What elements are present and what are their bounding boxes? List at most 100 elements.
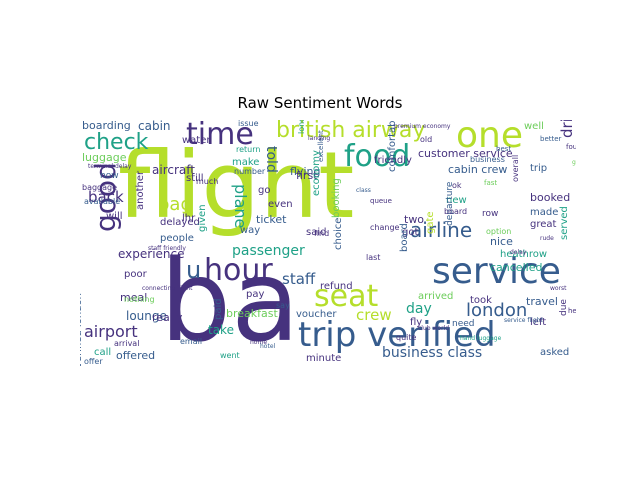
cloud-word: drink bbox=[558, 120, 576, 138]
cloud-word: u bbox=[186, 256, 202, 284]
cloud-word: rude bbox=[540, 235, 554, 242]
cloud-word: cabin crew bbox=[448, 163, 508, 176]
cloud-word: gave bbox=[572, 159, 576, 166]
cloud-word: issue bbox=[238, 120, 259, 128]
cloud-word: refund bbox=[320, 281, 353, 292]
cloud-word: really bbox=[152, 311, 183, 324]
cloud-word: available bbox=[84, 197, 121, 206]
cloud-word: find bbox=[314, 229, 330, 238]
cloud-word: hotel bbox=[260, 343, 276, 350]
cloud-word: customer service bbox=[418, 147, 513, 160]
cloud-word: lounge bbox=[126, 309, 167, 323]
cloud-word: ba bbox=[160, 237, 300, 367]
cloud-word: made bbox=[530, 207, 559, 218]
cloud-word: booked bbox=[530, 191, 571, 204]
cloud-word: paid bbox=[213, 298, 224, 320]
cloud-word: business class bbox=[382, 345, 483, 361]
cloud-word: first bbox=[296, 169, 318, 182]
cloud-word: service flight bbox=[504, 317, 543, 324]
cloud-word: asked bbox=[540, 347, 570, 358]
cloud-word: even bbox=[268, 199, 293, 210]
cloud-word: took bbox=[470, 295, 492, 306]
cloud-word: well bbox=[524, 121, 544, 132]
cloud-word: airline bbox=[410, 218, 473, 242]
cloud-word: heathrow bbox=[500, 249, 548, 260]
cloud-word: left bbox=[530, 317, 547, 328]
cloud-word: go bbox=[258, 185, 271, 196]
cloud-word: new bbox=[446, 195, 467, 206]
cloud-word: hour bbox=[204, 253, 273, 288]
cloud-word: email bbox=[180, 337, 203, 346]
cloud-word: business bbox=[470, 155, 505, 164]
cloud-word: take bbox=[208, 323, 234, 337]
cloud-word: one bbox=[456, 120, 523, 156]
cloud-word: need bbox=[452, 319, 475, 329]
cloud-word: way bbox=[240, 225, 261, 236]
cloud-word: london heathrow bbox=[297, 120, 306, 134]
cloud-word: bag bbox=[158, 194, 192, 215]
cloud-word: last bbox=[366, 253, 381, 262]
cloud-word: time bbox=[186, 120, 254, 152]
cloud-word: board bbox=[444, 207, 468, 216]
cloud-word: make bbox=[232, 157, 260, 168]
cloud-word: trip verified bbox=[298, 315, 496, 355]
cloud-word: nice bbox=[490, 235, 513, 248]
cloud-word: plane bbox=[231, 184, 250, 229]
cloud-word: better bbox=[540, 135, 562, 143]
cloud-word: number bbox=[234, 167, 266, 176]
cloud-word: service bbox=[432, 251, 561, 292]
cloud-word: aircraft bbox=[152, 163, 195, 177]
cloud-word: quite bbox=[396, 333, 417, 342]
cloud-word: change bbox=[370, 223, 400, 232]
cloud-word: food bbox=[344, 139, 411, 174]
cloud-word: day bbox=[406, 301, 432, 317]
cloud-word: cancelled bbox=[490, 261, 543, 274]
cloud-word: airport bbox=[84, 322, 138, 341]
cloud-word: baggage bbox=[82, 183, 118, 192]
cloud-word: meal bbox=[120, 291, 148, 304]
cloud-word: crew bbox=[356, 306, 392, 324]
cloud-word: gate bbox=[425, 211, 436, 234]
cloud-word: best bbox=[496, 145, 512, 153]
cloud-word: worst bbox=[550, 285, 567, 292]
cloud-word: old bbox=[420, 135, 433, 144]
cloud-word: still bbox=[186, 173, 204, 184]
cloud-word: another bbox=[135, 170, 146, 210]
cloud-word: given bbox=[197, 204, 208, 232]
cloud-word: found bbox=[566, 143, 576, 151]
cloud-word: cabin bbox=[138, 120, 171, 133]
cloud-word: fly bbox=[410, 317, 423, 328]
cloud-word: much bbox=[196, 177, 219, 186]
cloud-word: queue bbox=[370, 197, 392, 205]
cloud-word: club world bbox=[418, 325, 450, 332]
cloud-word: overall bbox=[511, 154, 520, 182]
cloud-word: call bbox=[94, 347, 112, 358]
cloud-word: minute bbox=[306, 353, 342, 364]
cloud-word: option bbox=[486, 227, 512, 236]
cloud-word: offered bbox=[116, 349, 156, 362]
cloud-word: landing bbox=[308, 135, 331, 142]
figure-title: Raw Sentiment Words bbox=[237, 94, 403, 112]
cloud-word: ticket bbox=[256, 213, 287, 226]
cloud-word: premium economy bbox=[394, 123, 451, 130]
cloud-word: check bbox=[84, 130, 149, 155]
cloud-word: flight bbox=[118, 132, 355, 239]
cloud-word: got bbox=[402, 227, 419, 238]
cloud-word: boarding bbox=[82, 120, 131, 132]
cloud-word: help bbox=[568, 307, 576, 315]
cloud-word: london bbox=[466, 300, 528, 321]
cloud-word: breakfast bbox=[226, 307, 278, 320]
cloud-word: home bbox=[250, 339, 268, 346]
cloud-word: delayed bbox=[160, 217, 200, 228]
cloud-word: board bbox=[399, 223, 410, 252]
cloud-word: fast bbox=[484, 179, 498, 187]
cloud-word: will bbox=[106, 211, 123, 222]
cloud-word: say bbox=[276, 301, 290, 310]
cloud-word: passenger bbox=[232, 243, 305, 259]
cloud-word: connecting flight bbox=[142, 285, 193, 292]
cloud-word: delay bbox=[510, 249, 527, 256]
cloud-word: people bbox=[160, 233, 194, 244]
cloud-word: experience bbox=[118, 247, 185, 261]
cloud-word: back bbox=[88, 188, 124, 206]
cloud-word: flying bbox=[290, 165, 321, 178]
